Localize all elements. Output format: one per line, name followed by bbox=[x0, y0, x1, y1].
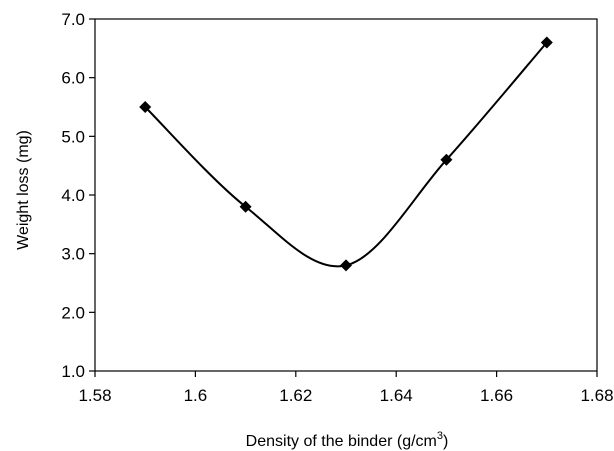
y-axis: 1.0 2.0 3.0 4.0 5.0 6.0 7.0 bbox=[61, 10, 95, 381]
x-axis-title: Density of the binder (g/cm3) bbox=[246, 430, 449, 450]
y-tick-label: 5.0 bbox=[61, 127, 85, 146]
series-line bbox=[144, 41, 548, 268]
x-tick-label: 1.58 bbox=[78, 386, 111, 405]
x-axis-title-sup: 3 bbox=[437, 430, 443, 442]
data-point bbox=[340, 259, 352, 272]
y-tick-label: 6.0 bbox=[61, 69, 85, 88]
data-point bbox=[239, 200, 252, 213]
y-tick-label: 2.0 bbox=[61, 303, 85, 322]
series-layer bbox=[139, 36, 553, 272]
x-tick-label: 1.6 bbox=[184, 386, 208, 405]
data-point bbox=[440, 153, 453, 166]
y-tick-label: 7.0 bbox=[61, 10, 85, 29]
data-point bbox=[139, 101, 152, 113]
y-axis-title: Weight loss (mg) bbox=[15, 130, 32, 250]
x-axis-title-main: Density of the binder (g/cm bbox=[246, 433, 437, 450]
y-tick-label: 4.0 bbox=[61, 186, 85, 205]
x-tick-label: 1.68 bbox=[580, 386, 613, 405]
x-axis-title-suffix: ) bbox=[443, 433, 448, 450]
x-tick-label: 1.62 bbox=[279, 386, 312, 405]
x-tick-label: 1.66 bbox=[480, 386, 513, 405]
y-tick-label: 3.0 bbox=[61, 245, 85, 264]
data-point bbox=[540, 36, 553, 49]
x-tick-label: 1.64 bbox=[380, 386, 413, 405]
y-tick-label: 1.0 bbox=[61, 362, 85, 381]
x-axis: 1.58 1.6 1.62 1.64 1.66 1.68 bbox=[78, 371, 614, 405]
